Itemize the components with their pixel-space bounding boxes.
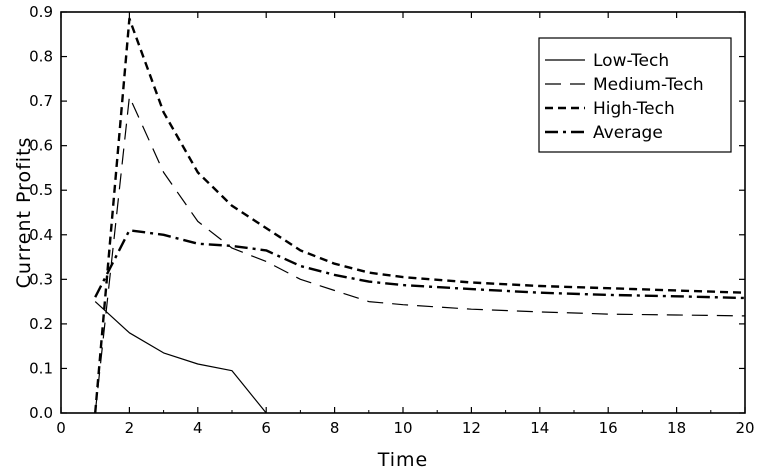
legend-label: Low-Tech [593, 51, 669, 71]
y-axis-title: Current Profits [13, 137, 35, 289]
y-tick-label: 0.9 [29, 3, 53, 21]
x-tick-label: 16 [599, 419, 618, 437]
x-tick-label: 4 [193, 419, 203, 437]
series-line-high-tech [94, 17, 746, 414]
y-tick-label: 0.2 [29, 315, 53, 333]
y-tick-label: 0.7 [29, 92, 53, 110]
legend-label: Medium-Tech [593, 75, 704, 95]
series-line-low-tech [94, 301, 267, 414]
legend-label: High-Tech [593, 99, 675, 119]
x-tick-label: 0 [56, 419, 66, 437]
legend-label: Average [593, 123, 663, 143]
y-tick-label: 0.4 [29, 226, 53, 244]
x-tick-label: 10 [393, 419, 412, 437]
series-line-medium-tech [94, 96, 746, 414]
x-axis-title: Time [377, 449, 429, 471]
y-tick-label: 0.5 [29, 181, 53, 199]
x-tick-label: 2 [125, 419, 135, 437]
y-tick-label: 0.3 [29, 270, 53, 288]
series-line-average [94, 229, 746, 300]
x-tick-label: 8 [330, 419, 340, 437]
x-tick-label: 12 [462, 419, 481, 437]
y-tick-label: 0.0 [29, 404, 53, 422]
y-tick-label: 0.6 [29, 137, 53, 155]
x-tick-label: 18 [667, 419, 686, 437]
y-tick-label: 0.1 [29, 359, 53, 377]
x-tick-label: 20 [735, 419, 754, 437]
y-tick-label: 0.8 [29, 48, 53, 66]
x-tick-label: 6 [261, 419, 271, 437]
x-tick-label: 14 [530, 419, 549, 437]
